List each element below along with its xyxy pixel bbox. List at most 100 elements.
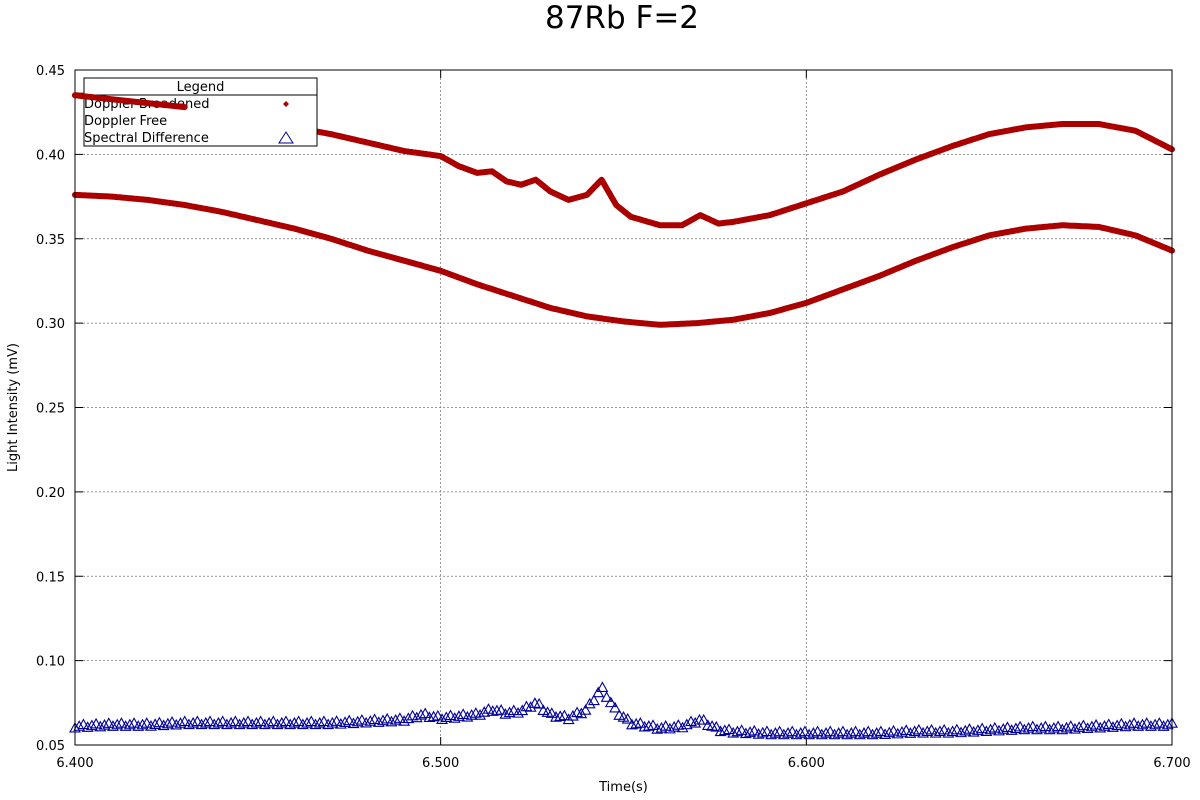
data-point (621, 712, 634, 724)
data-point (554, 710, 567, 721)
data-point (710, 720, 723, 732)
data-point (410, 711, 423, 723)
data-point (828, 728, 841, 740)
data-point (904, 727, 917, 738)
data-point (579, 704, 592, 715)
data-point (73, 720, 86, 731)
y-tick-label: 0.30 (36, 317, 65, 332)
data-point (638, 720, 651, 732)
data-point (94, 720, 107, 732)
data-point (663, 722, 676, 734)
data-point (1073, 721, 1086, 732)
data-point (1039, 720, 1052, 732)
data-point (583, 697, 596, 709)
data-point (942, 726, 955, 738)
data-point (1098, 720, 1111, 731)
data-point (545, 707, 558, 718)
data-point (1119, 720, 1132, 732)
data-point (98, 718, 111, 730)
data-point (478, 706, 491, 717)
data-point (967, 725, 980, 737)
data-point (233, 718, 246, 730)
data-point (836, 725, 849, 737)
legend-entry-label: Doppler Free (84, 114, 167, 129)
data-point (123, 718, 136, 730)
data-point (111, 718, 124, 730)
data-point (997, 723, 1010, 734)
data-point (128, 717, 141, 728)
data-point (891, 727, 904, 739)
data-point (739, 727, 752, 739)
data-point (1052, 720, 1065, 732)
data-point (170, 718, 183, 730)
data-point (756, 726, 769, 738)
data-point (1014, 720, 1027, 732)
data-point (971, 724, 984, 735)
data-point (157, 719, 170, 731)
data-point (372, 716, 385, 727)
data-point (495, 704, 508, 715)
data-point (212, 716, 225, 728)
data-point (334, 717, 347, 729)
data-point (220, 718, 233, 730)
data-point (963, 723, 976, 734)
data-point (592, 686, 605, 698)
data-point (659, 720, 672, 731)
data-point (1115, 717, 1128, 729)
data-point (866, 728, 879, 740)
data-point (609, 701, 621, 713)
data-point (229, 715, 242, 727)
data-point (870, 727, 883, 738)
data-point (1153, 717, 1166, 728)
data-point (512, 706, 524, 718)
data-point (988, 721, 1001, 733)
data-point (874, 725, 887, 737)
data-point (626, 718, 638, 730)
data-point (402, 712, 415, 724)
data-point (921, 725, 934, 737)
data-point (562, 713, 575, 725)
x-tick-label: 6.700 (1153, 756, 1190, 771)
x-tick-label: 6.400 (56, 756, 93, 771)
data-point (326, 716, 339, 728)
data-point (550, 711, 562, 722)
data-point (360, 716, 373, 728)
data-point (115, 717, 128, 728)
data-point (976, 722, 989, 734)
data-point (503, 706, 516, 718)
axis-ticks: 0.05 0.10 0.15 0.20 0.25 0.30 0.35 0.40 0.45 6.40… (36, 64, 1191, 771)
data-point (824, 725, 837, 737)
y-axis-label: Light Intensity (mV) (6, 343, 21, 472)
data-point (195, 718, 208, 730)
data-point (752, 728, 765, 739)
data-point (777, 728, 790, 740)
data-point (267, 715, 280, 727)
data-point (841, 728, 854, 740)
data-point (668, 720, 681, 732)
data-point (187, 716, 200, 728)
data-point (782, 727, 794, 738)
data-point (419, 707, 432, 719)
data-point (457, 708, 470, 719)
data-point (748, 724, 761, 736)
data-point (1123, 718, 1136, 730)
data-point (136, 718, 149, 730)
data-point (765, 728, 778, 740)
data-point (862, 725, 875, 737)
data-point (929, 726, 942, 738)
data-point (807, 727, 820, 738)
y-tick-label: 0.15 (36, 570, 65, 585)
data-point (676, 721, 689, 733)
data-point (385, 715, 398, 727)
data-point (879, 728, 892, 739)
data-point (271, 718, 284, 730)
data-point (596, 681, 609, 693)
data-point (280, 715, 292, 727)
legend-entry-label: Spectral Difference (84, 131, 209, 146)
y-tick-label: 0.25 (36, 402, 65, 417)
data-point (368, 713, 381, 725)
data-point (723, 723, 735, 735)
data-point (465, 709, 478, 720)
data-point (225, 716, 238, 728)
